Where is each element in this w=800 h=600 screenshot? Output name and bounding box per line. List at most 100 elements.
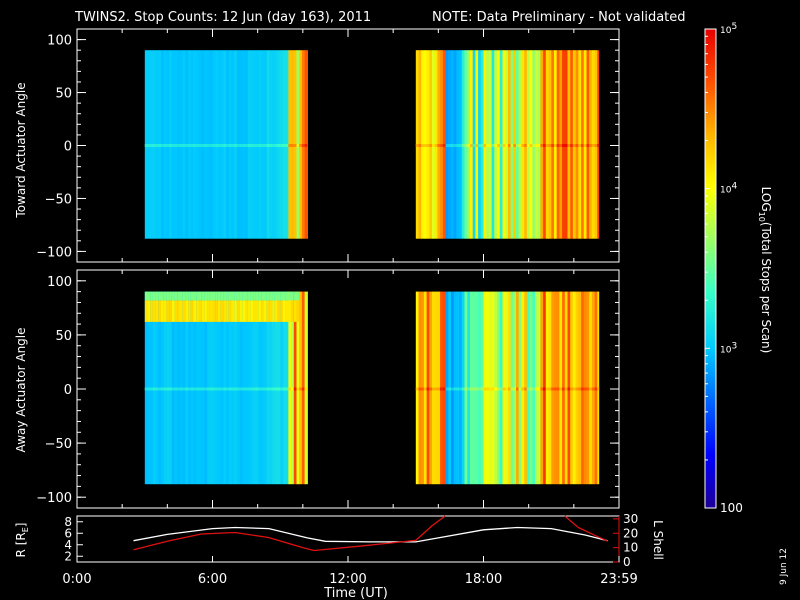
zero-angle-cell xyxy=(226,387,230,391)
zero-angle-cell xyxy=(144,387,148,391)
zero-angle-cell xyxy=(277,387,281,391)
high-angle-cell xyxy=(255,291,260,301)
high-angle-cell xyxy=(296,300,300,322)
zero-angle-cell xyxy=(586,387,590,391)
zero-angle-cell xyxy=(182,144,186,147)
high-angle-cell xyxy=(242,300,246,322)
high-angle-cell xyxy=(269,300,273,322)
zero-angle-cell xyxy=(548,387,552,391)
high-angle-cell xyxy=(180,291,184,301)
zero-angle-cell xyxy=(280,387,284,391)
zero-angle-cell xyxy=(554,144,558,147)
zero-angle-cell xyxy=(220,387,224,391)
zero-angle-cell xyxy=(532,387,536,391)
r-axis-label: R [RE] xyxy=(14,523,30,558)
zero-angle-cell xyxy=(415,144,419,147)
zero-angle-cell xyxy=(161,144,165,147)
zero-angle-cell xyxy=(448,387,452,391)
zero-angle-cell xyxy=(188,144,192,147)
zero-angle-cell xyxy=(236,387,241,391)
zero-angle-cell xyxy=(526,387,531,391)
zero-angle-cell xyxy=(245,387,249,391)
zero-angle-cell xyxy=(209,144,213,147)
zero-angle-cell xyxy=(158,387,162,391)
zero-angle-cell xyxy=(242,144,246,147)
zero-angle-cell xyxy=(258,387,262,391)
high-angle-cell xyxy=(207,300,211,322)
zero-angle-cell xyxy=(288,144,292,147)
zero-angle-cell xyxy=(570,387,574,391)
high-angle-cell xyxy=(250,291,254,301)
high-angle-cell xyxy=(204,300,208,322)
zero-angle-cell xyxy=(453,387,457,391)
high-angle-cell xyxy=(280,300,284,322)
time-tick-label: 18:00 xyxy=(465,572,502,587)
zero-angle-cell xyxy=(296,387,300,391)
high-angle-cell xyxy=(152,291,157,301)
zero-angle-cell xyxy=(535,144,539,147)
zero-angle-cell xyxy=(526,144,531,147)
high-angle-cell xyxy=(226,291,230,301)
high-angle-cell xyxy=(174,291,178,301)
high-angle-cell xyxy=(288,291,292,301)
high-angle-cell xyxy=(293,300,297,322)
toward-heatmap-panel: 100 50 0 −50 −100 xyxy=(36,28,620,263)
high-angle-cell xyxy=(169,300,173,322)
zero-angle-cell xyxy=(540,387,544,391)
zero-angle-cell xyxy=(594,387,598,391)
high-angle-cell xyxy=(158,300,162,322)
zero-angle-cell xyxy=(562,387,566,391)
zero-angle-cell xyxy=(253,144,257,147)
zero-angle-cell xyxy=(559,387,563,391)
high-angle-cell xyxy=(196,291,200,301)
away-heatmap-panel: 100 50 0 −50 −100 xyxy=(36,269,620,509)
zero-angle-cell xyxy=(583,144,587,147)
zero-angle-cell xyxy=(572,387,577,391)
high-angle-cell xyxy=(258,300,262,322)
high-angle-cell xyxy=(283,291,287,301)
zero-angle-cell xyxy=(293,387,297,391)
high-angle-cell xyxy=(177,291,181,301)
lshell-tick-label: 20 xyxy=(623,526,638,540)
zero-angle-cell xyxy=(245,144,249,147)
high-angle-cell xyxy=(182,300,186,322)
high-angle-cell xyxy=(261,291,265,301)
zero-angle-cell xyxy=(291,144,295,147)
high-angle-cell xyxy=(253,291,257,301)
lshell-axis-label: L Shell xyxy=(651,520,665,560)
zero-angle-cell xyxy=(274,387,278,391)
high-angle-cell xyxy=(155,291,159,301)
zero-angle-cell xyxy=(307,144,308,147)
zero-angle-cell xyxy=(518,387,522,391)
zero-angle-cell xyxy=(502,387,506,391)
zero-angle-cell xyxy=(299,144,303,147)
high-angle-cell xyxy=(150,291,154,301)
ephemeris-frame xyxy=(76,515,620,563)
zero-angle-cell xyxy=(532,144,536,147)
zero-angle-cell xyxy=(171,387,176,391)
zero-angle-cell xyxy=(472,387,476,391)
zero-angle-cell xyxy=(423,144,428,147)
zero-angle-cell xyxy=(285,387,289,391)
high-angle-cell xyxy=(231,291,235,301)
zero-angle-cell xyxy=(564,387,568,391)
zero-angle-cell xyxy=(499,144,503,147)
zero-angle-cell xyxy=(429,387,433,391)
zero-angle-cell xyxy=(488,387,493,391)
away-ylabel: Away Actuator Angle xyxy=(14,327,28,452)
high-angle-cell xyxy=(185,300,189,322)
zero-angle-cell xyxy=(158,144,162,147)
high-angle-cell xyxy=(236,291,241,301)
zero-angle-cell xyxy=(293,144,297,147)
zero-angle-cell xyxy=(283,144,287,147)
zero-angle-cell xyxy=(597,387,600,391)
high-angle-cell xyxy=(158,291,162,301)
zero-angle-cell xyxy=(174,144,178,147)
zero-angle-cell xyxy=(594,144,598,147)
high-angle-cell xyxy=(236,300,241,322)
zero-angle-cell xyxy=(470,144,474,147)
y-tick-label: −100 xyxy=(36,245,72,260)
zero-angle-cell xyxy=(196,387,200,391)
